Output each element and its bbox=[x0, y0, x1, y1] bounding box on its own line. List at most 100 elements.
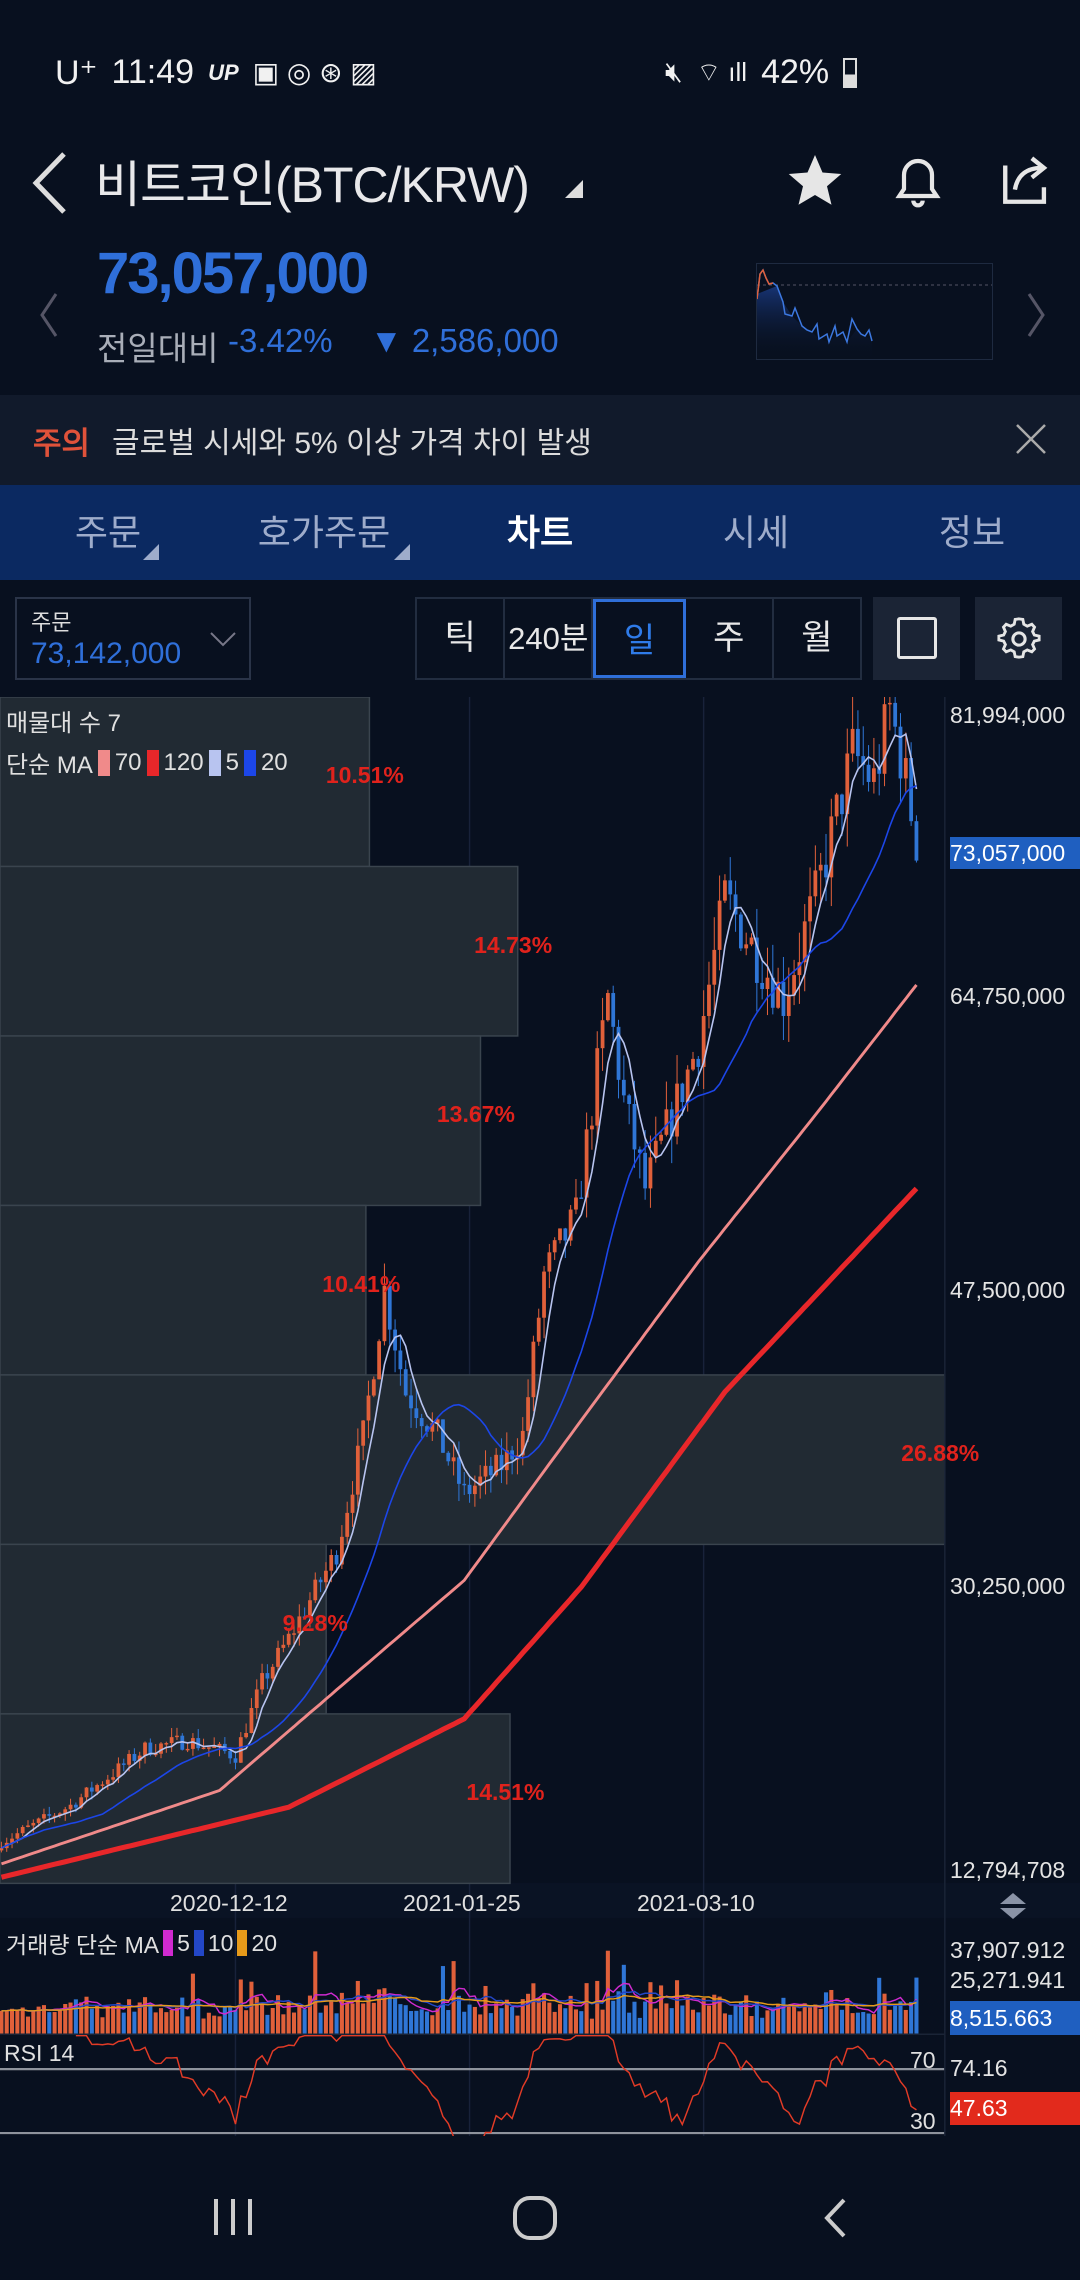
candle-body bbox=[595, 1048, 600, 1126]
settings-button[interactable] bbox=[975, 597, 1062, 680]
volume-bar bbox=[313, 1951, 318, 2035]
volume-bar bbox=[318, 2012, 323, 2035]
candle-body bbox=[829, 816, 834, 878]
change-percent: -3.42% bbox=[228, 322, 333, 359]
period-week[interactable]: 주 bbox=[686, 599, 774, 678]
prev-coin-icon[interactable] bbox=[38, 290, 60, 340]
volume-bar bbox=[579, 2011, 584, 2035]
candle-body bbox=[159, 1743, 163, 1754]
volume-bar bbox=[424, 2011, 430, 2035]
tab-quotes[interactable]: 시세 bbox=[648, 485, 864, 580]
order-price-select[interactable]: 주문 73,142,000 bbox=[15, 597, 251, 680]
period-month[interactable]: 월 bbox=[801, 619, 833, 657]
candle-body bbox=[701, 1016, 706, 1067]
rsi-line bbox=[75, 2034, 917, 2136]
recent-apps-icon[interactable] bbox=[210, 2197, 256, 2237]
volume-bar bbox=[621, 1964, 626, 2035]
share-icon[interactable] bbox=[998, 150, 1056, 210]
volume-bar bbox=[526, 1993, 531, 2035]
volume-bar bbox=[717, 1996, 722, 2035]
period-tick[interactable]: 틱 bbox=[417, 599, 506, 678]
home-icon[interactable] bbox=[512, 2195, 558, 2241]
resize-updown-icon[interactable] bbox=[998, 1892, 1028, 1920]
candle-body bbox=[877, 768, 882, 774]
candle-body bbox=[893, 702, 898, 727]
vol-ma10-label: 10 bbox=[207, 1929, 234, 1956]
volume-bar bbox=[839, 2009, 844, 2035]
bell-icon[interactable] bbox=[890, 150, 946, 214]
back-nav-icon[interactable] bbox=[822, 2197, 848, 2239]
volume-bar bbox=[547, 2002, 552, 2035]
period-day[interactable]: 일 bbox=[593, 599, 686, 678]
volume-bar bbox=[47, 2012, 52, 2035]
candle-body bbox=[393, 1329, 397, 1351]
volume-profile-bar bbox=[0, 1374, 946, 1546]
volume-bar bbox=[4, 2010, 9, 2035]
date-axis-tick: 2021-03-10 bbox=[637, 1890, 755, 1916]
ma70-line bbox=[0, 984, 918, 1866]
candle-body bbox=[887, 702, 892, 705]
price-chart[interactable] bbox=[0, 697, 1080, 2136]
volume-bar bbox=[557, 2004, 563, 2035]
candle-body bbox=[637, 1149, 642, 1153]
star-icon[interactable] bbox=[785, 150, 845, 210]
next-coin-icon[interactable] bbox=[1025, 290, 1047, 340]
volume-bar bbox=[276, 1995, 281, 2035]
tab-info[interactable]: 정보 bbox=[864, 485, 1080, 580]
price-axis-tick: 47,500,000 bbox=[950, 1277, 1066, 1303]
tab-orderbook-order[interactable]: 호가주문 bbox=[216, 485, 432, 580]
candle-body bbox=[792, 975, 796, 996]
candle-body bbox=[579, 1197, 584, 1199]
volume-bar bbox=[760, 2017, 765, 2035]
warning-banner: 주의 글로벌 시세와 5% 이상 가격 차이 발생 bbox=[0, 395, 1080, 485]
mute-icon: 🔇︎ bbox=[665, 56, 683, 87]
volume-bar bbox=[627, 2012, 632, 2035]
candle-body bbox=[79, 1797, 84, 1808]
candle-body bbox=[366, 1395, 371, 1421]
volume-bar bbox=[260, 2003, 265, 2035]
volume-bar bbox=[637, 2017, 642, 2035]
candle-body bbox=[909, 758, 914, 822]
volume-bar bbox=[84, 1996, 89, 2035]
candle-body bbox=[121, 1763, 126, 1765]
candle-body bbox=[621, 1079, 626, 1096]
title-dropdown-icon[interactable] bbox=[565, 180, 583, 198]
tab-order[interactable]: 주문 bbox=[0, 485, 216, 580]
layout-button[interactable] bbox=[873, 597, 960, 680]
candle-body bbox=[712, 949, 717, 985]
candle-body bbox=[653, 1140, 658, 1158]
volume-axis-tick: 37,907.912 bbox=[950, 1937, 1066, 1963]
candle-body bbox=[531, 1341, 536, 1398]
period-selector: 틱 240분 일 주 월 bbox=[415, 597, 862, 680]
close-icon[interactable] bbox=[1015, 423, 1047, 455]
page-title[interactable]: 비트코인(BTC/KRW) bbox=[95, 157, 530, 213]
volume-bar bbox=[398, 2004, 403, 2035]
candle-body bbox=[15, 1833, 20, 1839]
back-icon[interactable] bbox=[30, 150, 70, 216]
candle-body bbox=[318, 1579, 323, 1583]
volume-bar bbox=[20, 2007, 25, 2035]
candle-body bbox=[648, 1157, 653, 1189]
volume-bar bbox=[701, 1998, 706, 2035]
volume-bar bbox=[855, 2012, 860, 2035]
volume-profile-percent: 9.28% bbox=[282, 1609, 348, 1636]
candle-body bbox=[286, 1633, 291, 1645]
battery-level: 42% bbox=[761, 53, 830, 91]
candle-body bbox=[856, 728, 860, 757]
volume-bar bbox=[504, 1999, 509, 2035]
volume-bar bbox=[738, 2001, 743, 2035]
tab-chart[interactable]: 차트 bbox=[432, 485, 648, 580]
volume-bar bbox=[685, 1996, 690, 2035]
volume-bar bbox=[265, 2014, 270, 2035]
period-240min[interactable]: 240분 bbox=[505, 599, 594, 678]
volume-bar bbox=[127, 1999, 132, 2035]
volume-bar bbox=[153, 2012, 158, 2035]
volume-bar bbox=[41, 2005, 46, 2035]
candle-body bbox=[175, 1735, 179, 1738]
volume-bar bbox=[494, 2003, 499, 2035]
candle-body bbox=[744, 944, 749, 949]
candle-body bbox=[765, 977, 770, 990]
price-axis-tick: 81,994,000 bbox=[950, 702, 1066, 728]
volume-legend: 거래량 단순 MA 5 10 20 bbox=[6, 1926, 277, 1960]
volume-bar bbox=[600, 2009, 605, 2035]
